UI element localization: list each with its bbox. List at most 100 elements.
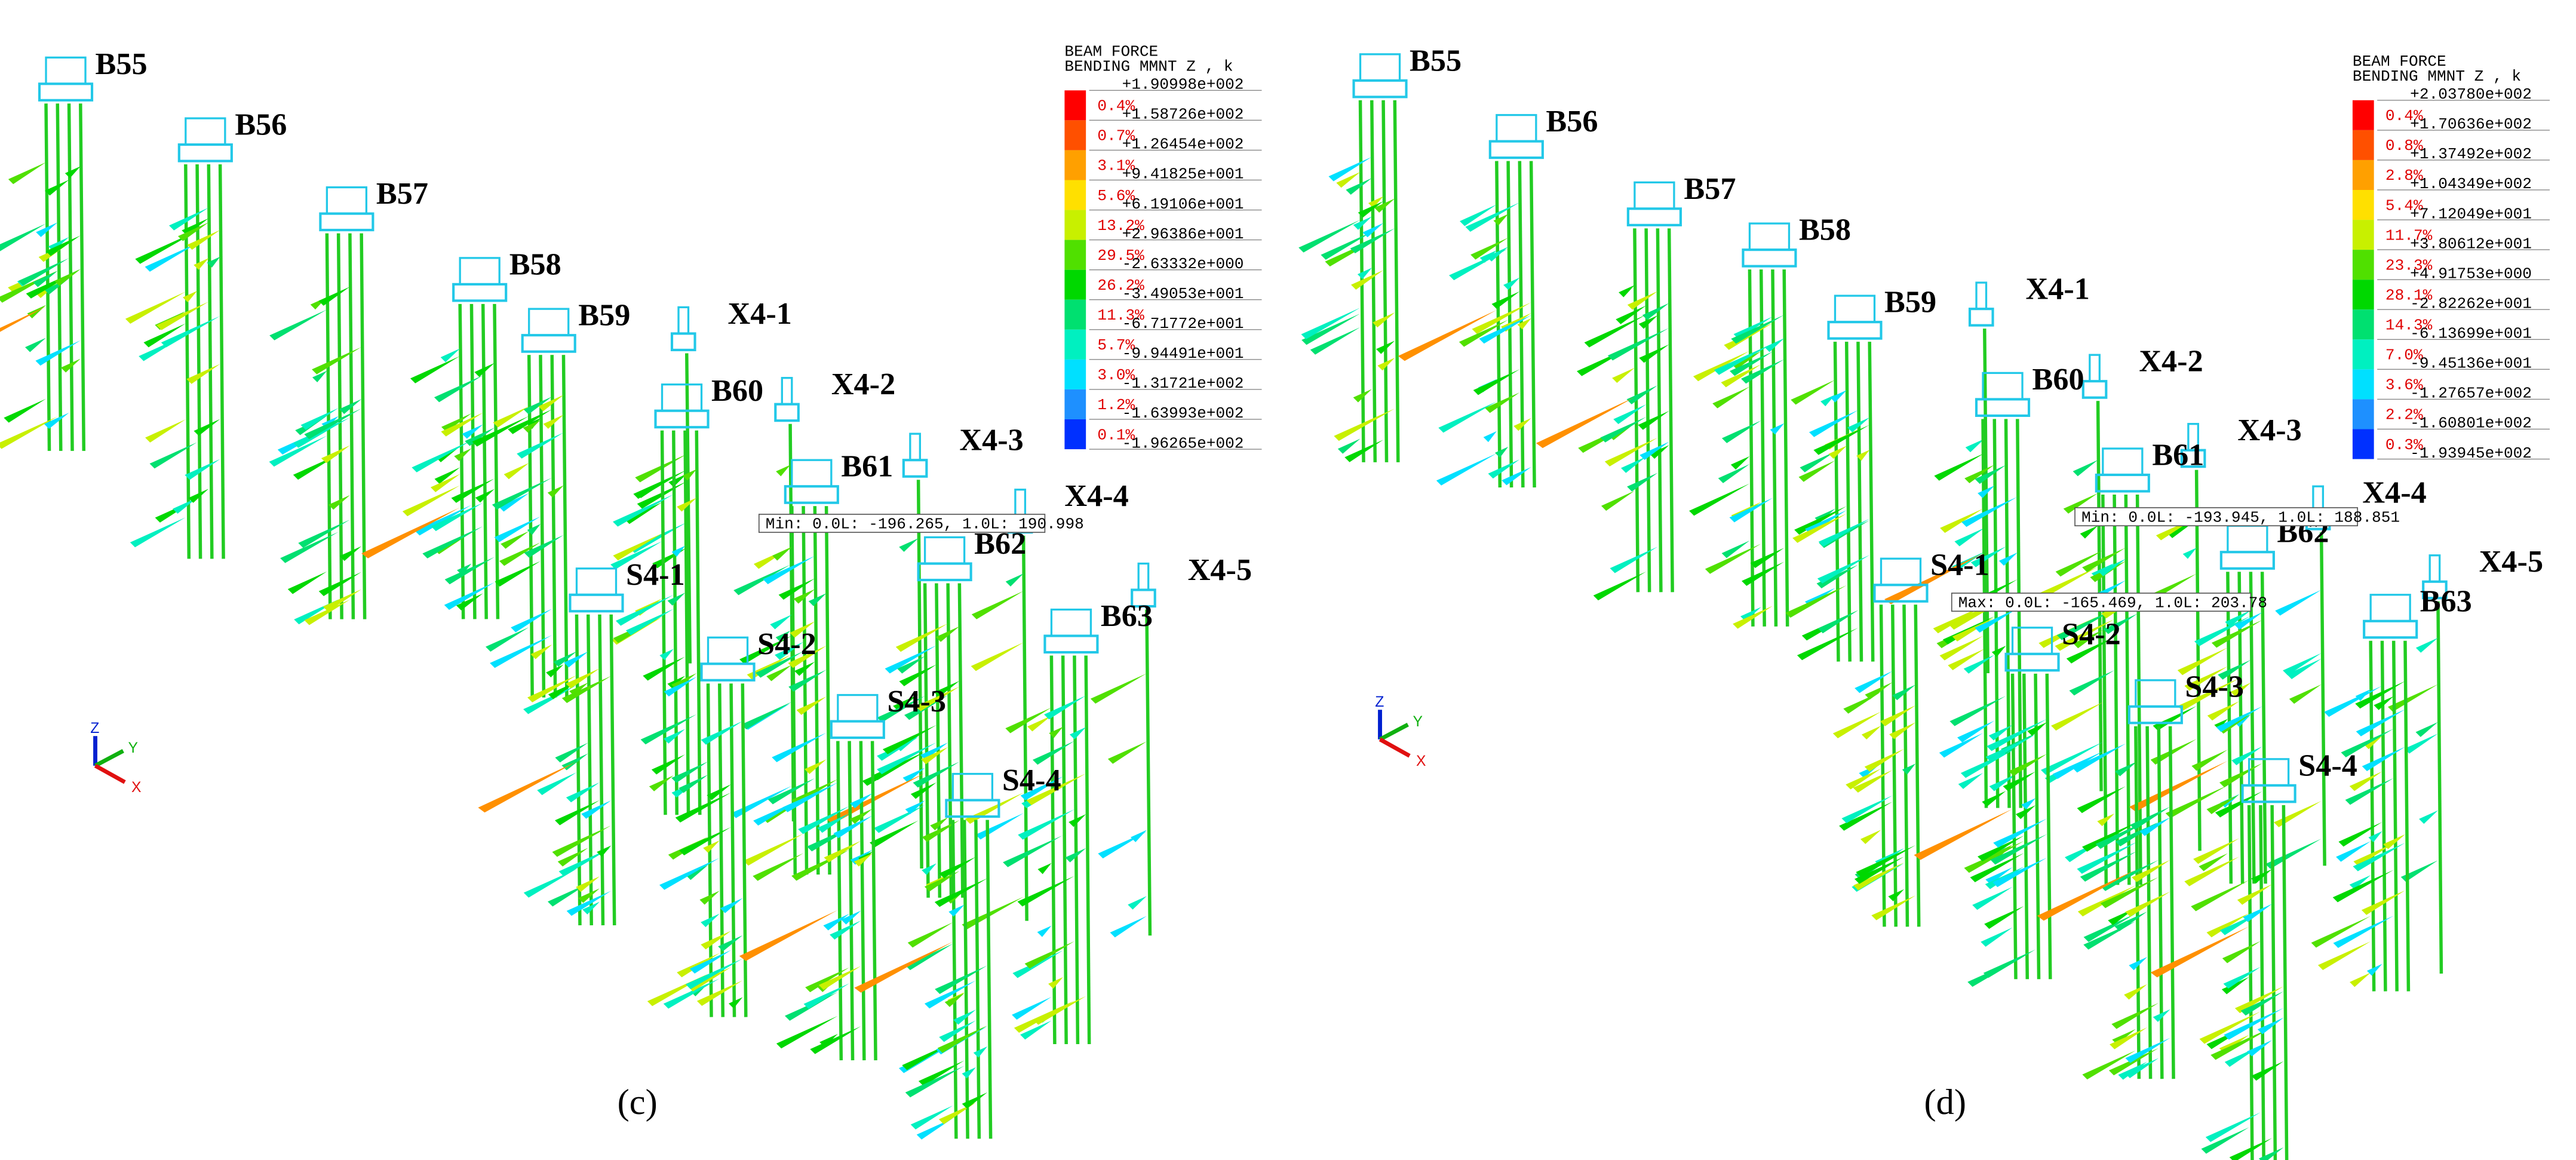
pier-line (1833, 342, 1840, 662)
moment-diagram (1721, 364, 1761, 388)
legend-level: +1.58726e+002 (1122, 106, 1244, 124)
moment-diagram (4, 398, 47, 423)
moment-peak (361, 507, 460, 558)
moment-diagram (1517, 318, 1531, 330)
moment-diagram (841, 910, 861, 925)
moment-diagram (1020, 776, 1063, 801)
moment-diagram (537, 772, 577, 796)
moment-diagram (625, 609, 674, 636)
moment-diagram (318, 286, 350, 306)
pier-line (962, 820, 969, 1139)
pier-cap-top (1982, 372, 2024, 401)
pier-line (695, 430, 702, 815)
pier (1689, 222, 1797, 629)
moment-diagram (2283, 653, 2322, 676)
moment-diagram (659, 649, 674, 661)
moment-diagram (1584, 314, 1647, 348)
pier-label: B59 (1884, 285, 1936, 320)
moment-diagram (576, 876, 600, 892)
moment-diagram (664, 677, 697, 697)
pier-line (336, 233, 343, 619)
moment-diagram (1972, 886, 2013, 910)
moment-diagram (1830, 390, 1847, 403)
moment-diagram (2388, 684, 2438, 712)
legend-swatch (1064, 299, 1086, 330)
pier-cap-top (1137, 562, 1150, 591)
moment-diagram (613, 494, 674, 527)
moment-diagram (882, 725, 937, 754)
moment-diagram (444, 557, 495, 585)
pier-label: X4-4 (1064, 478, 1128, 513)
pier-line (2259, 805, 2265, 1160)
moment-diagram (440, 348, 460, 363)
moment-diagram (1792, 513, 1847, 543)
moment-diagram (1017, 876, 1074, 907)
moment-diagram (2184, 666, 2228, 691)
moment-diagram (527, 675, 577, 702)
moment-diagram (501, 531, 529, 549)
moment-diagram (188, 489, 209, 503)
moment-diagram (1037, 925, 1052, 937)
moment-diagram (143, 323, 186, 348)
moment-diagram (1612, 367, 1635, 383)
legend-swatch (2352, 339, 2374, 370)
moment-diagram (935, 965, 988, 995)
moment-diagram (872, 751, 925, 781)
moment-diagram (2211, 620, 2262, 648)
moment-diagram (547, 485, 564, 498)
pier-cap-top (2248, 758, 2290, 787)
moment-diagram (566, 782, 600, 803)
moment-diagram (2223, 966, 2261, 989)
moment-diagram (775, 642, 804, 660)
moment-diagram (2234, 986, 2284, 1014)
legend-level: -1.27657e+002 (2410, 385, 2532, 403)
pier-line (2436, 601, 2443, 974)
pier-line (1381, 100, 1389, 462)
moment-diagram (775, 630, 791, 643)
moment-diagram (1954, 527, 1985, 547)
moment-diagram (778, 578, 815, 600)
moment-diagram (27, 305, 47, 319)
moment-diagram (2366, 963, 2382, 976)
moment-diagram (2224, 1008, 2284, 1040)
moment-diagram (517, 432, 564, 459)
moment-diagram (1721, 541, 1750, 558)
pier-cap-top (791, 459, 833, 487)
pier (125, 117, 233, 559)
annotation-box (758, 514, 1046, 533)
pier-label: B55 (96, 47, 148, 81)
pier-line (586, 614, 593, 926)
pier-line (2010, 673, 2018, 980)
moment-diagram (1350, 270, 1384, 290)
moment-diagram (701, 721, 743, 745)
caption: (d) (1924, 1082, 1966, 1122)
moment-diagram (1785, 585, 1847, 618)
moment-diagram (293, 417, 350, 448)
pier-line (1667, 228, 1674, 593)
moment-diagram (823, 913, 850, 931)
pier (647, 636, 756, 1017)
moment-diagram (971, 591, 1024, 619)
pier-cap-top (459, 257, 501, 286)
moment-diagram (1985, 867, 2013, 885)
pier (1090, 562, 1156, 938)
moment-peak (1398, 309, 1497, 361)
pier-cap-top (909, 432, 922, 461)
moment-diagram (2246, 1040, 2273, 1057)
moment-diagram (1649, 445, 1669, 459)
pier-cap-top (781, 377, 793, 406)
moment-diagram (2222, 941, 2261, 963)
moment-diagram (663, 978, 720, 1009)
legend-swatch (2352, 220, 2374, 250)
moment-diagram (339, 546, 362, 561)
moment-diagram (1503, 277, 1520, 290)
moment-diagram (1984, 906, 2024, 929)
moment-diagram (2115, 761, 2138, 777)
legend-percent: 5.4% (2385, 197, 2423, 214)
moment-diagram (667, 676, 686, 689)
pier-line (2113, 494, 2120, 885)
moment-diagram (2098, 558, 2126, 576)
moment-diagram (635, 476, 674, 498)
axis-label: Y (128, 740, 139, 756)
pier-line (935, 583, 942, 898)
